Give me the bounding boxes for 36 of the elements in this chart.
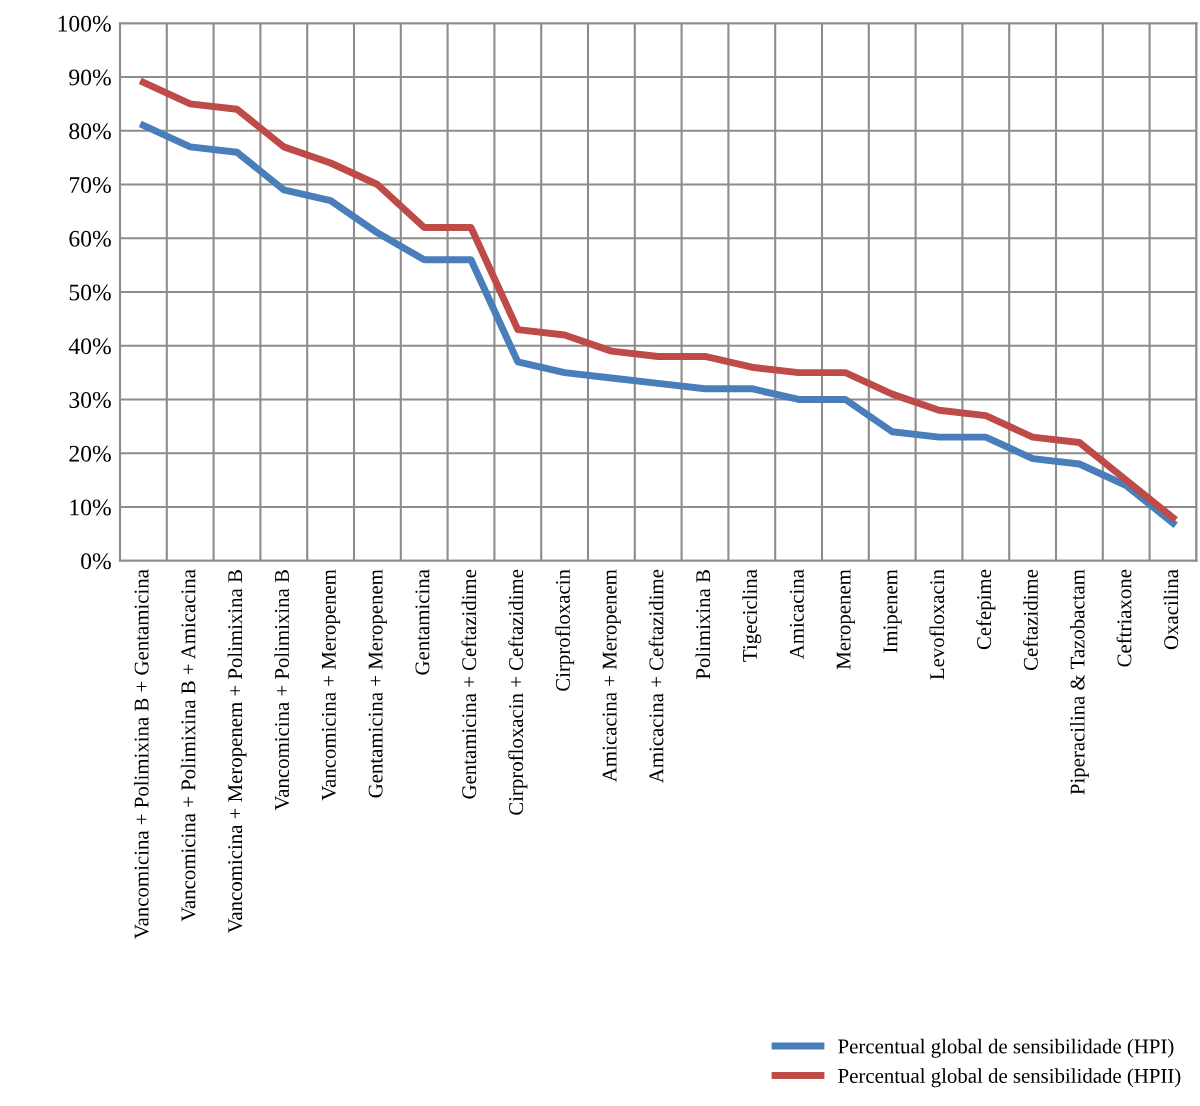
y-tick-label: 40%	[68, 338, 111, 355]
y-tick-label: 90%	[69, 69, 111, 86]
x-tick-label: Levofloxacin	[929, 569, 945, 680]
x-tick-label: Amicacina + Ceftazidime	[648, 569, 664, 784]
legend-label: Percentual global de sensibilidade (HPII)	[838, 1068, 1181, 1088]
x-tick-label: Gentamicina + Ceftazidime	[461, 569, 477, 799]
x-tick-label: Ceftazidime	[1022, 569, 1038, 671]
y-tick-label: 70%	[69, 176, 111, 193]
x-tick-label: Gentamicina + Meropenem	[368, 569, 387, 798]
x-tick-label: Vancomicina + Polimixina B	[274, 570, 290, 811]
y-tick-label: 80%	[69, 123, 111, 140]
x-tick-label: Oxacilina	[1163, 569, 1179, 650]
x-tick-label: Cirprofloxacin	[555, 569, 575, 691]
x-tick-label: Vancomicina + Meropenem	[321, 569, 341, 801]
x-tick-label: Meropenem	[836, 569, 855, 670]
y-tick-label: 0%	[81, 553, 111, 570]
y-tick-label: 50%	[69, 284, 111, 301]
x-tick-label: Vancomicina + Polimixina B + Gentamicina	[133, 569, 149, 939]
x-tick-label: Tigeciclina	[742, 569, 762, 662]
x-tick-label: Vancomicina + Meropenem + Polimixina B	[227, 570, 247, 934]
x-tick-label: Piperacilina & Tazobactam	[1069, 569, 1089, 795]
x-tick-label: Amicacina	[789, 569, 804, 660]
x-tick-label: Imipenem	[883, 569, 902, 653]
x-tick-label: Vancomicina + Polimixina B + Amicacina	[180, 569, 196, 922]
x-tick-label: Polimixina B	[695, 570, 711, 680]
x-tick-label: Cefepime	[976, 569, 996, 650]
x-tick-label: Cirprofloxacin + Ceftazidime	[508, 569, 528, 815]
y-tick-label: 100%	[58, 15, 111, 32]
x-tick-label: Gentamicina	[415, 569, 430, 675]
legend-label: Percentual global de sensibilidade (HPI)	[838, 1038, 1174, 1058]
y-tick-label: 10%	[70, 499, 111, 516]
y-tick-label: 60%	[69, 230, 111, 247]
x-tick-label: Ceftriaxone	[1116, 569, 1132, 667]
x-tick-label: Amicacina + Meropenem	[602, 569, 621, 782]
y-tick-label: 20%	[69, 445, 111, 462]
y-tick-label: 30%	[69, 391, 111, 408]
